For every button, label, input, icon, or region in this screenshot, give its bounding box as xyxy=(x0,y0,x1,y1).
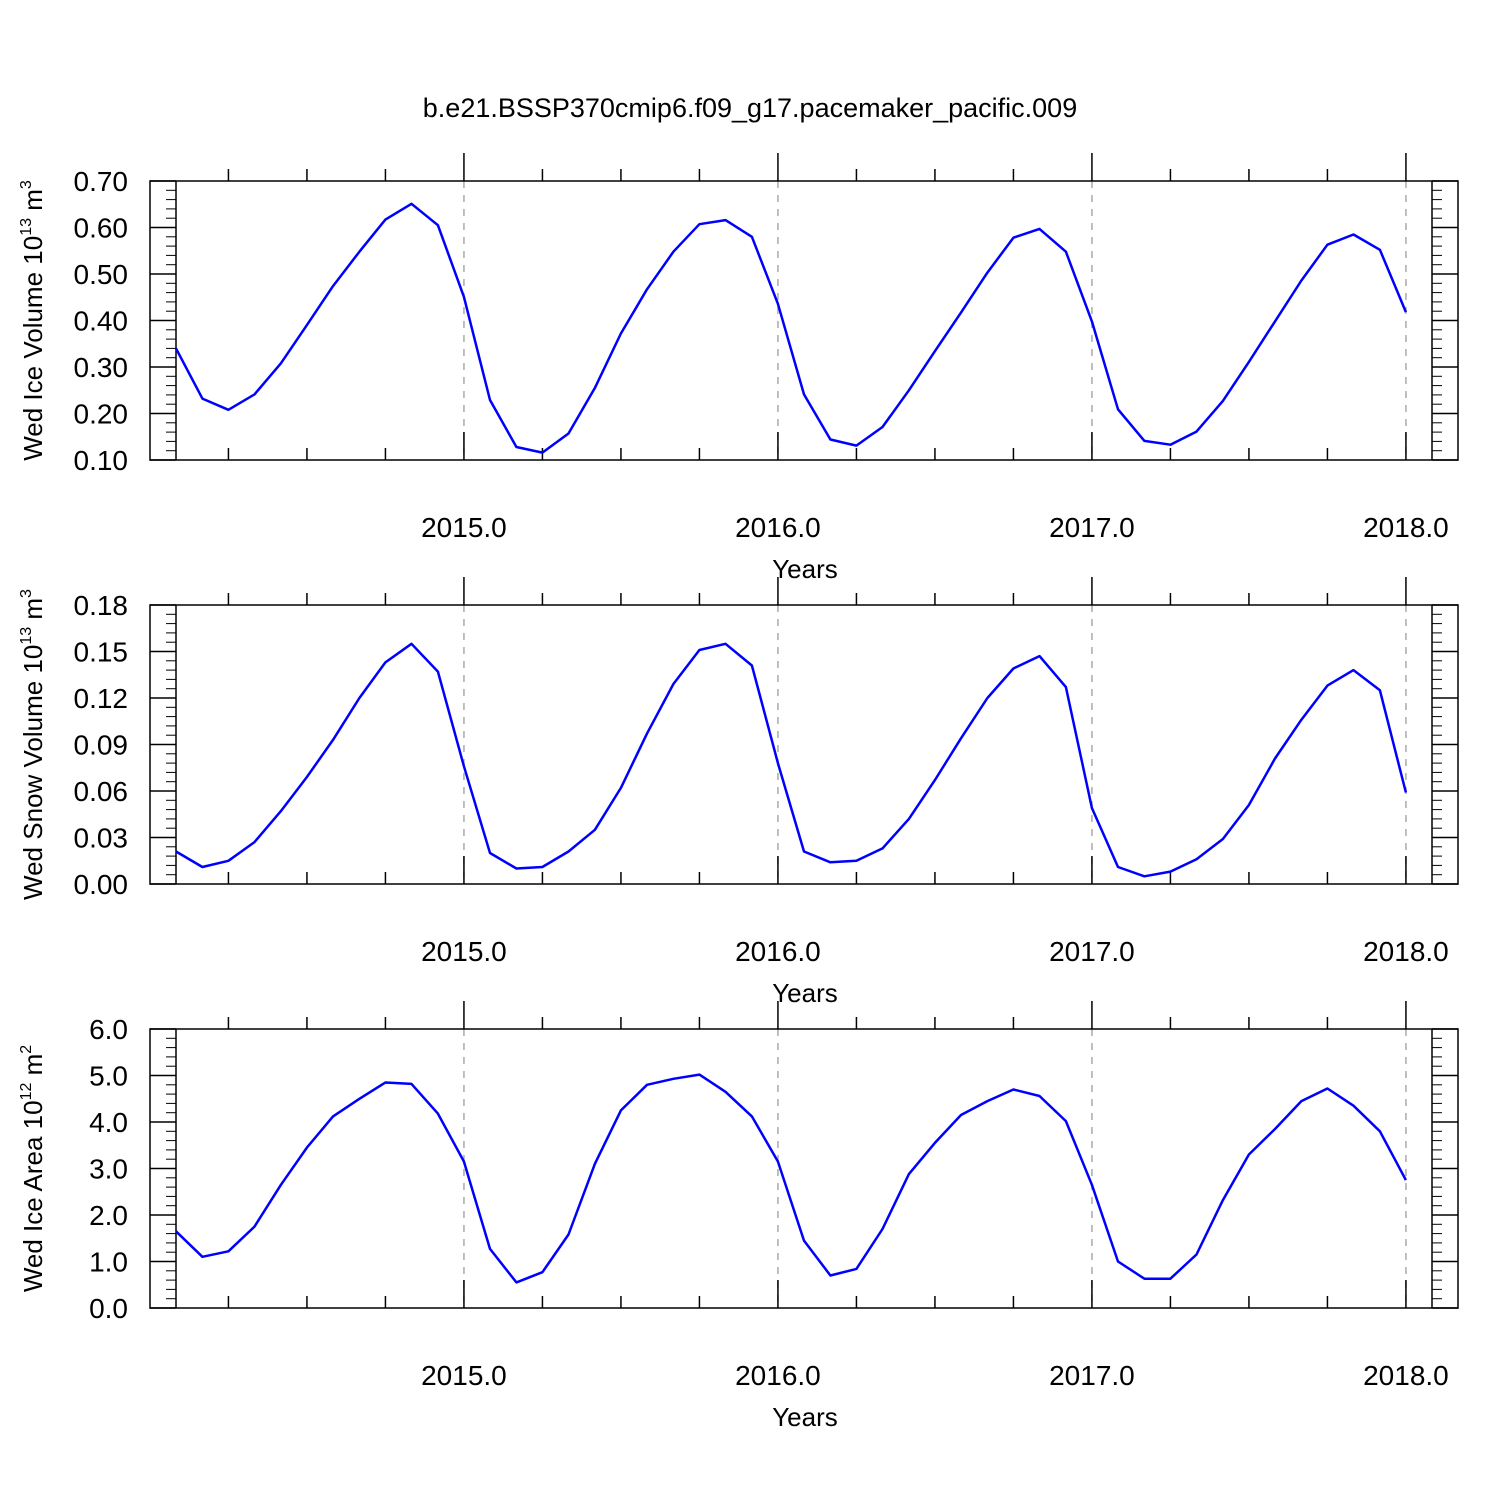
x-tick-label: 2017.0 xyxy=(1049,936,1135,967)
panel-1: 0.10 0.20 0.30 0.40 0.50 0.60 0.70 2015.0 2016.0… xyxy=(18,153,1459,584)
y-tick-label: 0.10 xyxy=(74,445,129,476)
y-label-text: Wed Snow Volume 10 xyxy=(18,645,48,900)
panel-3: 0.0 1.0 2.0 3.0 4.0 5.0 6.0 2015.0 2016.0 2017.0 2… xyxy=(18,1001,1459,1432)
y-tick-label: 0.00 xyxy=(74,869,129,900)
y-tick-label: 0.18 xyxy=(74,590,129,621)
y-tick-label: 0.03 xyxy=(74,823,129,854)
y-tick-label: 0.70 xyxy=(74,166,129,197)
y-axis-label: Wed Ice Volume 1013 m3 xyxy=(18,180,48,461)
y-tick-label: 0.09 xyxy=(74,730,129,761)
y-label-exponent: 12 xyxy=(18,1083,35,1101)
x-tick-label: 2015.0 xyxy=(421,936,507,967)
y-label-text: Wed Ice Volume 10 xyxy=(18,236,48,461)
x-tick-label: 2016.0 xyxy=(735,936,821,967)
y-label-unit: m xyxy=(18,598,48,627)
x-tick-label: 2018.0 xyxy=(1363,1360,1449,1391)
y-tick-label: 6.0 xyxy=(89,1014,128,1045)
y-tick-label: 4.0 xyxy=(89,1107,128,1138)
y-tick-label: 1.0 xyxy=(89,1247,128,1278)
panel-2: 0.00 0.03 0.06 0.09 0.12 0.15 0.18 2015.0 2016.0… xyxy=(18,577,1459,1008)
plot-frame xyxy=(149,1028,1459,1309)
x-axis-label: Years xyxy=(772,978,838,1008)
y-tick-label: 0.20 xyxy=(74,399,129,430)
x-tick-label: 2017.0 xyxy=(1049,512,1135,543)
series-line xyxy=(175,642,1408,878)
x-tick-label: 2018.0 xyxy=(1363,936,1449,967)
x-tick-label: 2015.0 xyxy=(421,1360,507,1391)
y-label-text: Wed Ice Area 10 xyxy=(18,1100,48,1292)
y-tick-label: 0.50 xyxy=(74,259,129,290)
x-tick-label: 2016.0 xyxy=(735,1360,821,1391)
x-tick-label: 2018.0 xyxy=(1363,512,1449,543)
y-axis-label: Wed Snow Volume 1013 m3 xyxy=(18,589,48,900)
y-label-unit: m xyxy=(18,1054,48,1083)
y-tick-label: 5.0 xyxy=(89,1061,128,1092)
y-tick-label: 0.40 xyxy=(74,306,129,337)
x-tick-label: 2016.0 xyxy=(735,512,821,543)
series-line xyxy=(175,1073,1408,1284)
x-axis-label: Years xyxy=(772,1402,838,1432)
plot-frame xyxy=(149,180,1459,461)
y-tick-label: 0.60 xyxy=(74,213,129,244)
y-label-unit: m xyxy=(18,189,48,218)
panels: 0.10 0.20 0.30 0.40 0.50 0.60 0.70 2015.0 2016.0… xyxy=(18,153,1459,1432)
chart-title: b.e21.BSSP370cmip6.f09_g17.pacemaker_pac… xyxy=(423,93,1077,123)
plot-frame xyxy=(149,604,1459,885)
y-label-exponent: 13 xyxy=(18,627,35,645)
y-label-unit-exponent: 3 xyxy=(18,180,35,189)
y-label-unit-exponent: 2 xyxy=(18,1045,35,1054)
x-tick-label: 2015.0 xyxy=(421,512,507,543)
y-tick-label: 0.15 xyxy=(74,637,129,668)
y-tick-label: 0.0 xyxy=(89,1293,128,1324)
x-tick-label: 2017.0 xyxy=(1049,1360,1135,1391)
series-line xyxy=(174,202,1408,454)
y-tick-label: 3.0 xyxy=(89,1154,128,1185)
y-label-unit-exponent: 3 xyxy=(18,589,35,598)
y-tick-label: 0.06 xyxy=(74,776,129,807)
y-axis-label: Wed Ice Area 1012 m2 xyxy=(18,1045,48,1292)
x-axis-label: Years xyxy=(772,554,838,584)
y-label-exponent: 13 xyxy=(18,218,35,236)
y-tick-label: 0.30 xyxy=(74,352,129,383)
y-tick-label: 2.0 xyxy=(89,1200,128,1231)
y-tick-label: 0.12 xyxy=(74,683,129,714)
